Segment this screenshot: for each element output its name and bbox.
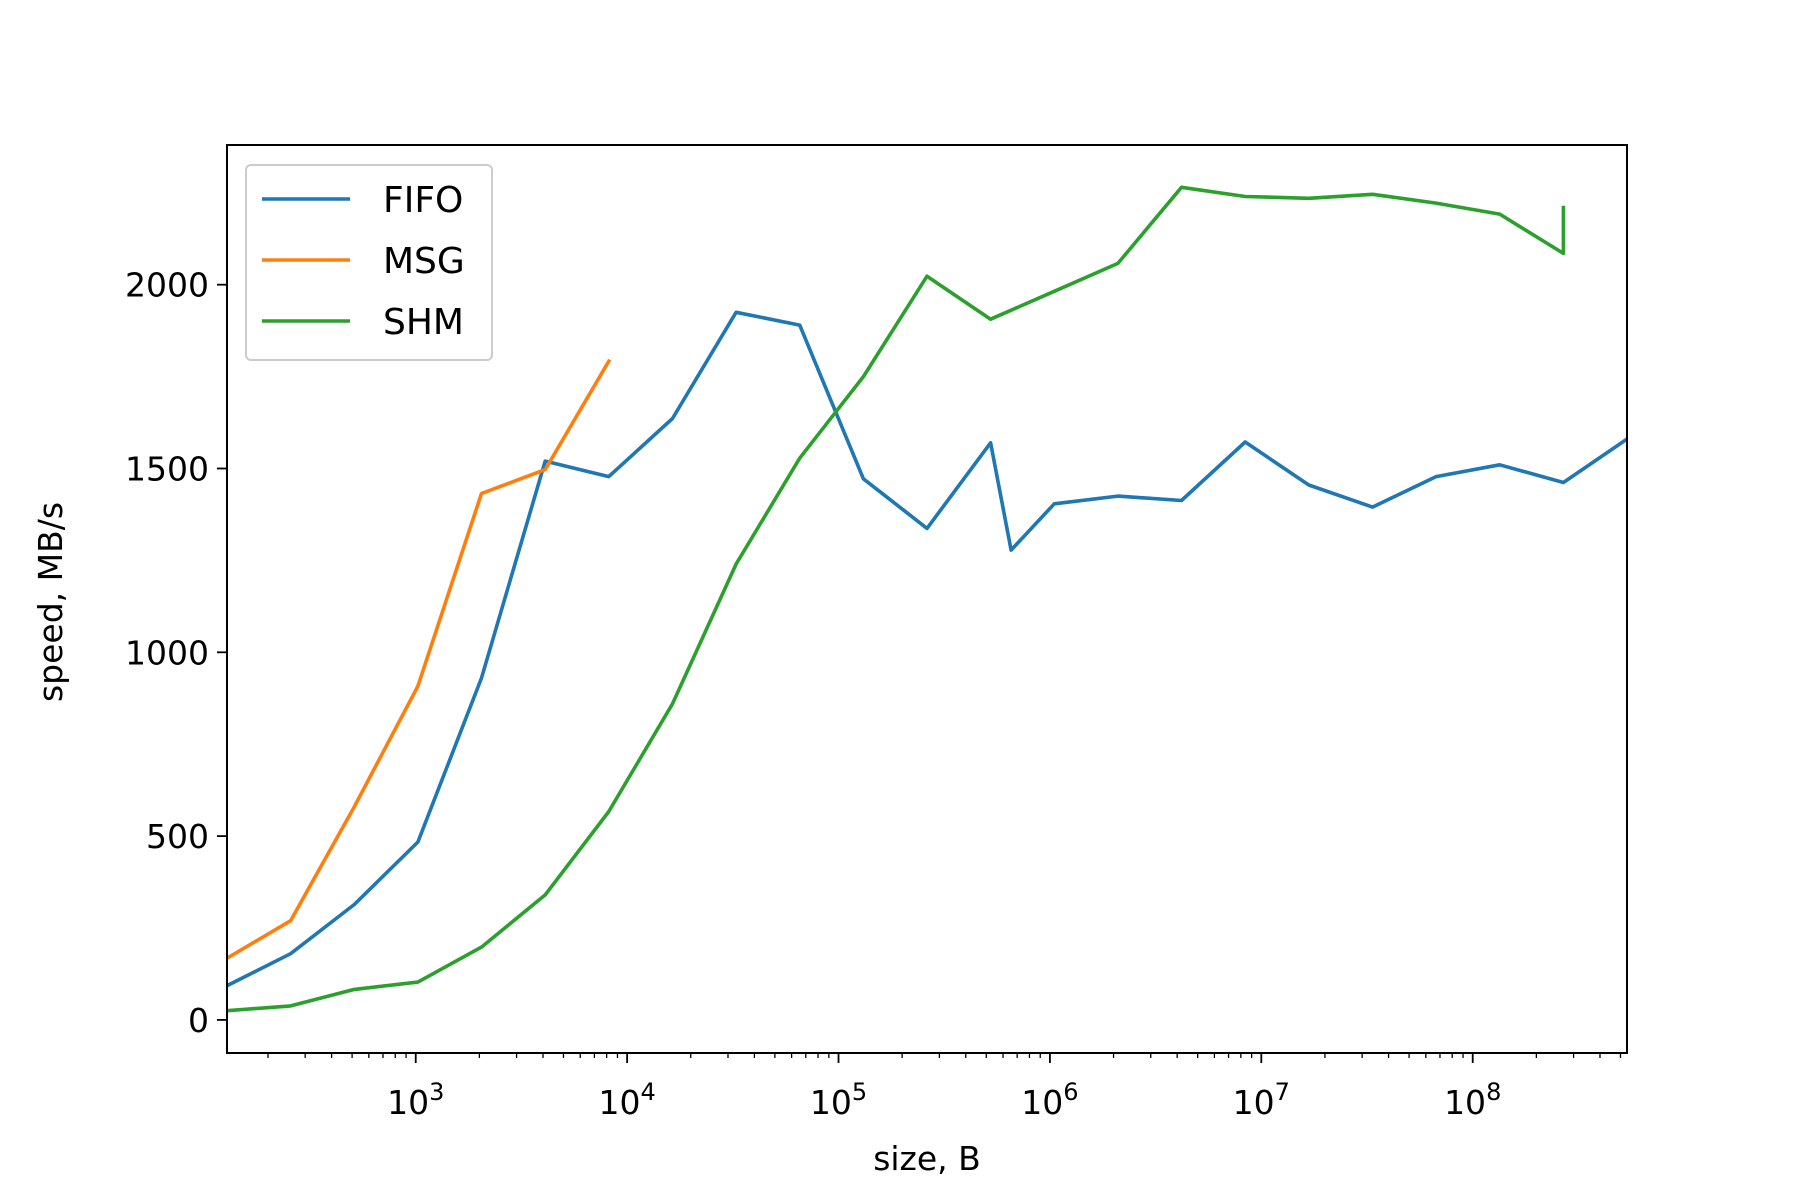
y-tick-label: 2000 xyxy=(125,266,209,305)
x-tick-label: 108 xyxy=(1444,1078,1501,1122)
x-tick-label: 107 xyxy=(1233,1078,1290,1122)
legend-label-shm: SHM xyxy=(383,302,464,343)
y-tick-label: 500 xyxy=(146,817,209,856)
y-tick-label: 0 xyxy=(188,1001,209,1040)
series-line-shm xyxy=(227,185,1566,1013)
x-tick-label: 103 xyxy=(387,1078,444,1122)
x-axis-label: size, B xyxy=(873,1139,981,1178)
y-axis-ticks: 0 500 1000 1500 2000 xyxy=(125,266,227,1040)
series-line-fifo xyxy=(227,310,1627,988)
x-axis-ticks: 103 104 105 106 107 108 xyxy=(267,1053,1622,1122)
plot-area-frame xyxy=(226,144,1628,1054)
x-tick-label: 105 xyxy=(810,1078,867,1122)
legend: FIFO MSG SHM xyxy=(245,164,493,361)
y-tick-label: 1000 xyxy=(125,633,209,672)
x-tick-label: 104 xyxy=(598,1078,655,1122)
legend-label-msg: MSG xyxy=(383,241,465,282)
x-tick-label: 106 xyxy=(1021,1078,1078,1122)
legend-box xyxy=(245,164,493,361)
legend-label-fifo: FIFO xyxy=(383,180,463,221)
series-line-msg xyxy=(227,358,612,961)
series-lines xyxy=(227,185,1627,1013)
y-tick-label: 1500 xyxy=(125,449,209,488)
y-axis-label: speed, MB/s xyxy=(31,502,70,702)
